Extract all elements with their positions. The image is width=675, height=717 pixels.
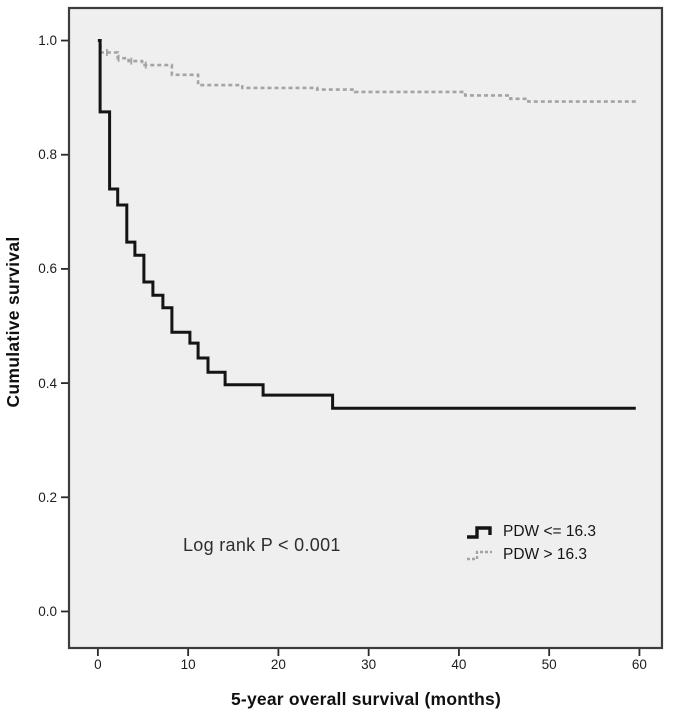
legend-row-solid: PDW <= 16.3 (464, 521, 596, 543)
legend-label-dashed: PDW > 16.3 (503, 546, 587, 563)
dashed-step-line-icon (467, 550, 492, 561)
x-axis-title: 5-year overall survival (months) (231, 689, 501, 709)
survival-curve-solid (97, 39, 636, 410)
plot-area (67, 6, 664, 650)
legend-label-solid: PDW <= 16.3 (503, 523, 597, 540)
solid-step-line-icon (467, 526, 492, 539)
legend-row-dashed: PDW > 16.3 (464, 544, 596, 566)
y-axis-title: Cumulative survival (3, 236, 23, 408)
legend: PDW <= 16.3 PDW > 16.3 (464, 521, 596, 566)
log-rank-annotation: Log rank P < 0.001 (183, 535, 341, 555)
